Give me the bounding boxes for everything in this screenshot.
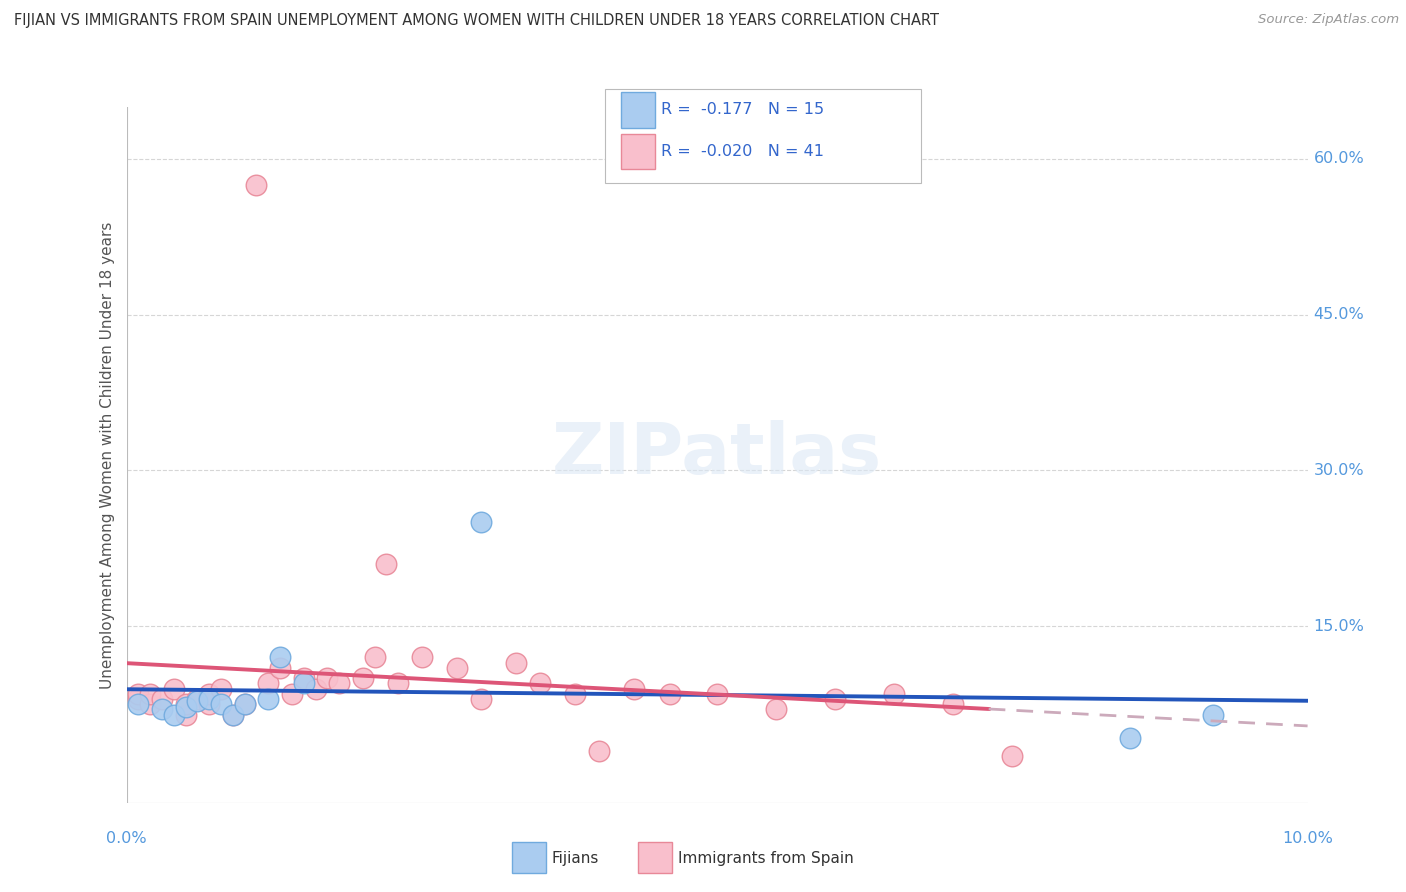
- Text: 15.0%: 15.0%: [1313, 619, 1364, 633]
- Point: [163, 681, 186, 696]
- Point: [257, 692, 280, 706]
- Point: [765, 702, 787, 716]
- Text: R =  -0.177   N = 15: R = -0.177 N = 15: [661, 103, 824, 117]
- Point: [198, 697, 221, 711]
- Point: [281, 687, 304, 701]
- Point: [623, 681, 645, 696]
- Text: 60.0%: 60.0%: [1313, 152, 1364, 167]
- Point: [174, 707, 197, 722]
- Point: [174, 697, 197, 711]
- Point: [470, 516, 492, 530]
- Point: [1001, 749, 1024, 764]
- Point: [529, 676, 551, 690]
- Point: [883, 687, 905, 701]
- Text: ZIPatlas: ZIPatlas: [553, 420, 882, 490]
- Point: [127, 687, 149, 701]
- Text: 30.0%: 30.0%: [1313, 463, 1364, 478]
- Point: [292, 676, 315, 690]
- Point: [163, 707, 186, 722]
- Point: [245, 178, 267, 192]
- Y-axis label: Unemployment Among Women with Children Under 18 years: Unemployment Among Women with Children U…: [100, 221, 115, 689]
- Point: [564, 687, 586, 701]
- Text: Source: ZipAtlas.com: Source: ZipAtlas.com: [1258, 13, 1399, 27]
- Point: [139, 687, 162, 701]
- Point: [363, 650, 385, 665]
- Point: [150, 702, 173, 716]
- Point: [209, 681, 232, 696]
- Point: [127, 697, 149, 711]
- Point: [186, 692, 208, 706]
- Point: [233, 697, 256, 711]
- Text: 45.0%: 45.0%: [1313, 307, 1364, 322]
- Point: [328, 676, 350, 690]
- Point: [1119, 731, 1142, 746]
- Text: Fijians: Fijians: [551, 851, 599, 865]
- Point: [411, 650, 433, 665]
- Point: [316, 671, 339, 685]
- Point: [269, 650, 291, 665]
- Text: FIJIAN VS IMMIGRANTS FROM SPAIN UNEMPLOYMENT AMONG WOMEN WITH CHILDREN UNDER 18 : FIJIAN VS IMMIGRANTS FROM SPAIN UNEMPLOY…: [14, 13, 939, 29]
- Point: [139, 697, 162, 711]
- Point: [658, 687, 681, 701]
- Point: [352, 671, 374, 685]
- Point: [198, 687, 221, 701]
- Point: [222, 707, 245, 722]
- Point: [174, 700, 197, 714]
- Point: [150, 692, 173, 706]
- Point: [222, 707, 245, 722]
- Point: [375, 557, 398, 571]
- Text: R =  -0.020   N = 41: R = -0.020 N = 41: [661, 145, 824, 159]
- Point: [304, 681, 326, 696]
- Point: [127, 692, 149, 706]
- Point: [233, 697, 256, 711]
- Point: [446, 661, 468, 675]
- Point: [292, 671, 315, 685]
- Point: [942, 697, 965, 711]
- Point: [387, 676, 409, 690]
- Point: [186, 694, 208, 708]
- Point: [269, 661, 291, 675]
- Point: [209, 697, 232, 711]
- Point: [198, 692, 221, 706]
- Point: [588, 744, 610, 758]
- Point: [257, 676, 280, 690]
- Point: [824, 692, 846, 706]
- Point: [1202, 707, 1225, 722]
- Point: [505, 656, 527, 670]
- Text: Immigrants from Spain: Immigrants from Spain: [678, 851, 853, 865]
- Text: 10.0%: 10.0%: [1282, 830, 1333, 846]
- Text: 0.0%: 0.0%: [107, 830, 146, 846]
- Point: [470, 692, 492, 706]
- Point: [706, 687, 728, 701]
